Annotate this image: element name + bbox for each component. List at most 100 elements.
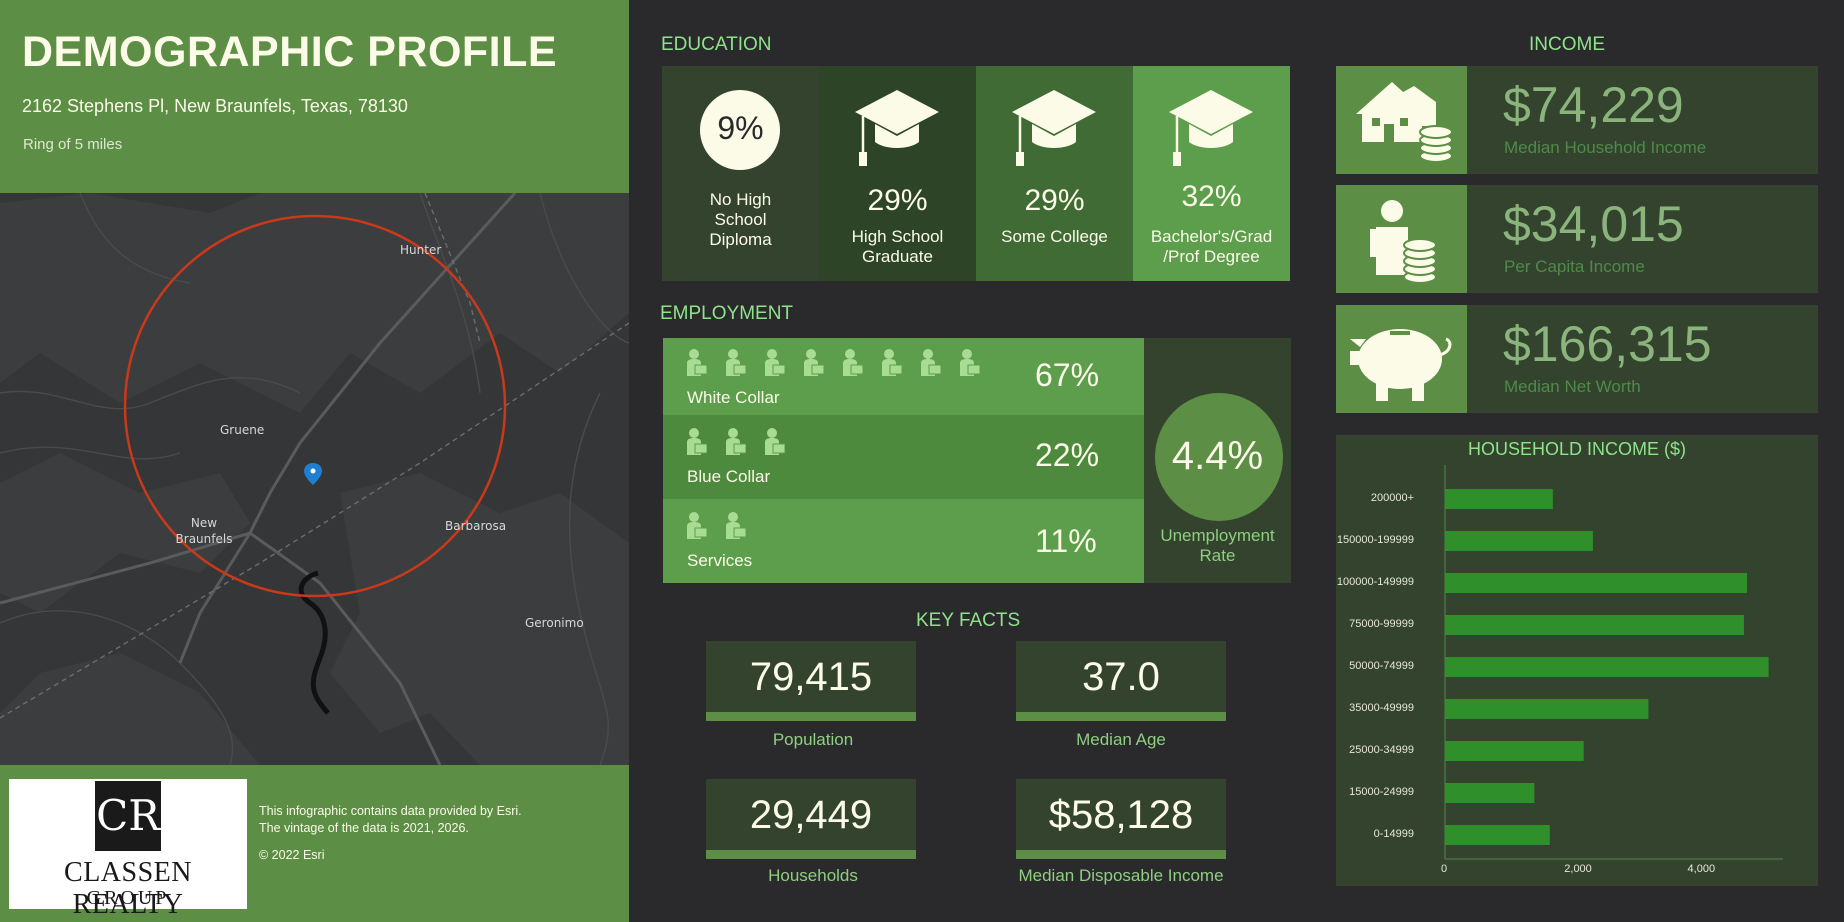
map[interactable]: Hunter Gruene New Braunfels Barbarosa Ge… bbox=[0, 193, 629, 765]
income-label: Median Net Worth bbox=[1504, 377, 1641, 396]
chart-x-tick: 0 bbox=[1441, 863, 1448, 875]
employment-pct: 11% bbox=[1035, 523, 1097, 559]
house-coins-icon bbox=[1356, 82, 1453, 163]
fact-value: $58,128 bbox=[1048, 793, 1194, 837]
footer-copyright: © 2022 Esri bbox=[259, 848, 325, 862]
fact-value: 79,415 bbox=[749, 655, 873, 699]
unemployment-panel: 4.4% Unemployment Rate bbox=[1144, 338, 1291, 583]
worker-icon bbox=[685, 511, 708, 541]
income-value: $34,015 bbox=[1503, 196, 1684, 252]
employment-title: EMPLOYMENT bbox=[660, 303, 794, 324]
chart-category-label: 50000-74999 bbox=[1349, 660, 1414, 672]
fact-bar bbox=[1016, 712, 1226, 721]
employment-pct: 22% bbox=[1035, 437, 1100, 473]
income-median-household: $74,229 Median Household Income bbox=[1467, 66, 1818, 174]
fact-disposable-income: $58,128 bbox=[1016, 779, 1226, 859]
chart-category-label: 0-14999 bbox=[1373, 828, 1414, 840]
chart-bar bbox=[1445, 615, 1744, 635]
footer-note-1: This infographic contains data provided … bbox=[259, 804, 522, 818]
fact-median-age: 37.0 bbox=[1016, 641, 1226, 721]
education-bachelors: 32% Bachelor's/Grad /Prof Degree bbox=[1133, 66, 1290, 281]
income-icon-box bbox=[1336, 185, 1467, 293]
map-label-barbarosa: Barbarosa bbox=[445, 519, 507, 533]
income-title: INCOME bbox=[1529, 34, 1605, 55]
map-label-new-braunfels: New Braunfels bbox=[175, 516, 233, 546]
income-per-capita: $34,015 Per Capita Income bbox=[1467, 185, 1818, 293]
map-label-gruene: Gruene bbox=[220, 423, 265, 437]
worker-icon bbox=[724, 427, 747, 457]
education-high-school: 29% High School Graduate bbox=[819, 66, 976, 281]
household-income-chart: HOUSEHOLD INCOME ($) 200000+ 150000-19999… bbox=[1336, 435, 1818, 886]
employment-blue-collar: Blue Collar 22% bbox=[663, 415, 1144, 499]
worker-icon bbox=[685, 348, 708, 378]
company-logo[interactable]: CR CLASSEN REALTY GROUP bbox=[9, 779, 247, 920]
worker-icon bbox=[763, 348, 786, 378]
fact-label: Households bbox=[768, 866, 858, 885]
chart-category-label: 150000-199999 bbox=[1336, 534, 1414, 546]
ring-circle bbox=[123, 214, 507, 598]
unemployment-value: 4.4% bbox=[1171, 434, 1264, 478]
education-label-line: Graduate bbox=[862, 247, 933, 266]
worker-icon bbox=[724, 511, 747, 541]
unemployment-label-line: Rate bbox=[1199, 546, 1236, 565]
education-some-college: 29% Some College bbox=[976, 66, 1133, 281]
map-label-hunter: Hunter bbox=[400, 243, 442, 257]
income-label: Per Capita Income bbox=[1504, 257, 1645, 276]
graduation-cap-icon bbox=[1012, 90, 1096, 166]
logo-name: CLASSEN REALTY bbox=[64, 857, 192, 920]
chart-category-label: 15000-24999 bbox=[1349, 786, 1414, 798]
footer-note-2: The vintage of the data is 2021, 2026. bbox=[259, 821, 469, 835]
chart-plot bbox=[1444, 465, 1783, 860]
chart-title: HOUSEHOLD INCOME ($) bbox=[1467, 439, 1687, 459]
education-high-school-pct: 29% bbox=[867, 184, 928, 217]
chart-category-labels: 200000+ 150000-199999 100000-149999 75000-9… bbox=[1336, 435, 1426, 886]
person-coins-icon bbox=[1370, 200, 1437, 284]
income-icon-box bbox=[1336, 305, 1467, 413]
address: 2162 Stephens Pl, New Braunfels, Texas, … bbox=[22, 96, 408, 116]
income-net-worth: $166,315 Median Net Worth bbox=[1467, 305, 1818, 413]
chart-bar bbox=[1445, 699, 1649, 719]
income-label: Median Household Income bbox=[1504, 138, 1707, 157]
income-icon-box bbox=[1336, 66, 1467, 174]
fact-households: 29,449 bbox=[706, 779, 916, 859]
employment-label: White Collar bbox=[687, 388, 780, 407]
employment-label: Blue Collar bbox=[687, 467, 771, 486]
chart-x-tick: 4,000 bbox=[1687, 863, 1716, 875]
chart-category-label: 75000-99999 bbox=[1349, 618, 1414, 630]
income-value: $166,315 bbox=[1503, 316, 1712, 372]
fact-value: 37.0 bbox=[1082, 655, 1160, 699]
logo-subname: GROUP bbox=[86, 887, 170, 909]
worker-icon bbox=[685, 427, 708, 457]
employment-label: Services bbox=[687, 551, 753, 570]
education-label-line: Bachelor's/Grad bbox=[1150, 227, 1273, 246]
education-label-line: School bbox=[714, 210, 767, 229]
education-label-line: No High bbox=[709, 190, 772, 209]
fact-label: Median Disposable Income bbox=[1018, 866, 1224, 885]
fact-population: 79,415 bbox=[706, 641, 916, 721]
page-title: DEMOGRAPHIC PROFILE bbox=[22, 28, 558, 76]
logo-monogram: CR bbox=[95, 781, 161, 851]
worker-icon bbox=[841, 348, 864, 378]
fact-bar bbox=[706, 850, 916, 859]
unemployment-circle bbox=[1155, 393, 1283, 521]
worker-icon bbox=[919, 348, 942, 378]
unemployment-label-line: Unemployment bbox=[1160, 526, 1275, 545]
percent-circle-icon bbox=[700, 90, 780, 170]
education-label-line: /Prof Degree bbox=[1163, 247, 1260, 266]
education-label-line: Diploma bbox=[709, 230, 772, 249]
chart-bar bbox=[1445, 783, 1535, 803]
education-label-line: High School bbox=[851, 227, 944, 246]
chart-category-label: 100000-149999 bbox=[1336, 576, 1414, 588]
graduation-cap-icon bbox=[1169, 90, 1253, 166]
income-value: $74,229 bbox=[1503, 77, 1684, 133]
chart-bar bbox=[1445, 825, 1550, 845]
chart-bar bbox=[1445, 741, 1584, 761]
fact-value: 29,449 bbox=[749, 793, 873, 837]
ring-label: Ring of 5 miles bbox=[23, 136, 123, 153]
chart-category-label: 200000+ bbox=[1370, 492, 1414, 504]
location-pin-icon[interactable] bbox=[304, 463, 322, 485]
graduation-cap-icon bbox=[855, 90, 939, 166]
chart-bar bbox=[1445, 657, 1769, 677]
employment-pct: 67% bbox=[1035, 357, 1100, 393]
fact-label: Population bbox=[772, 730, 854, 749]
